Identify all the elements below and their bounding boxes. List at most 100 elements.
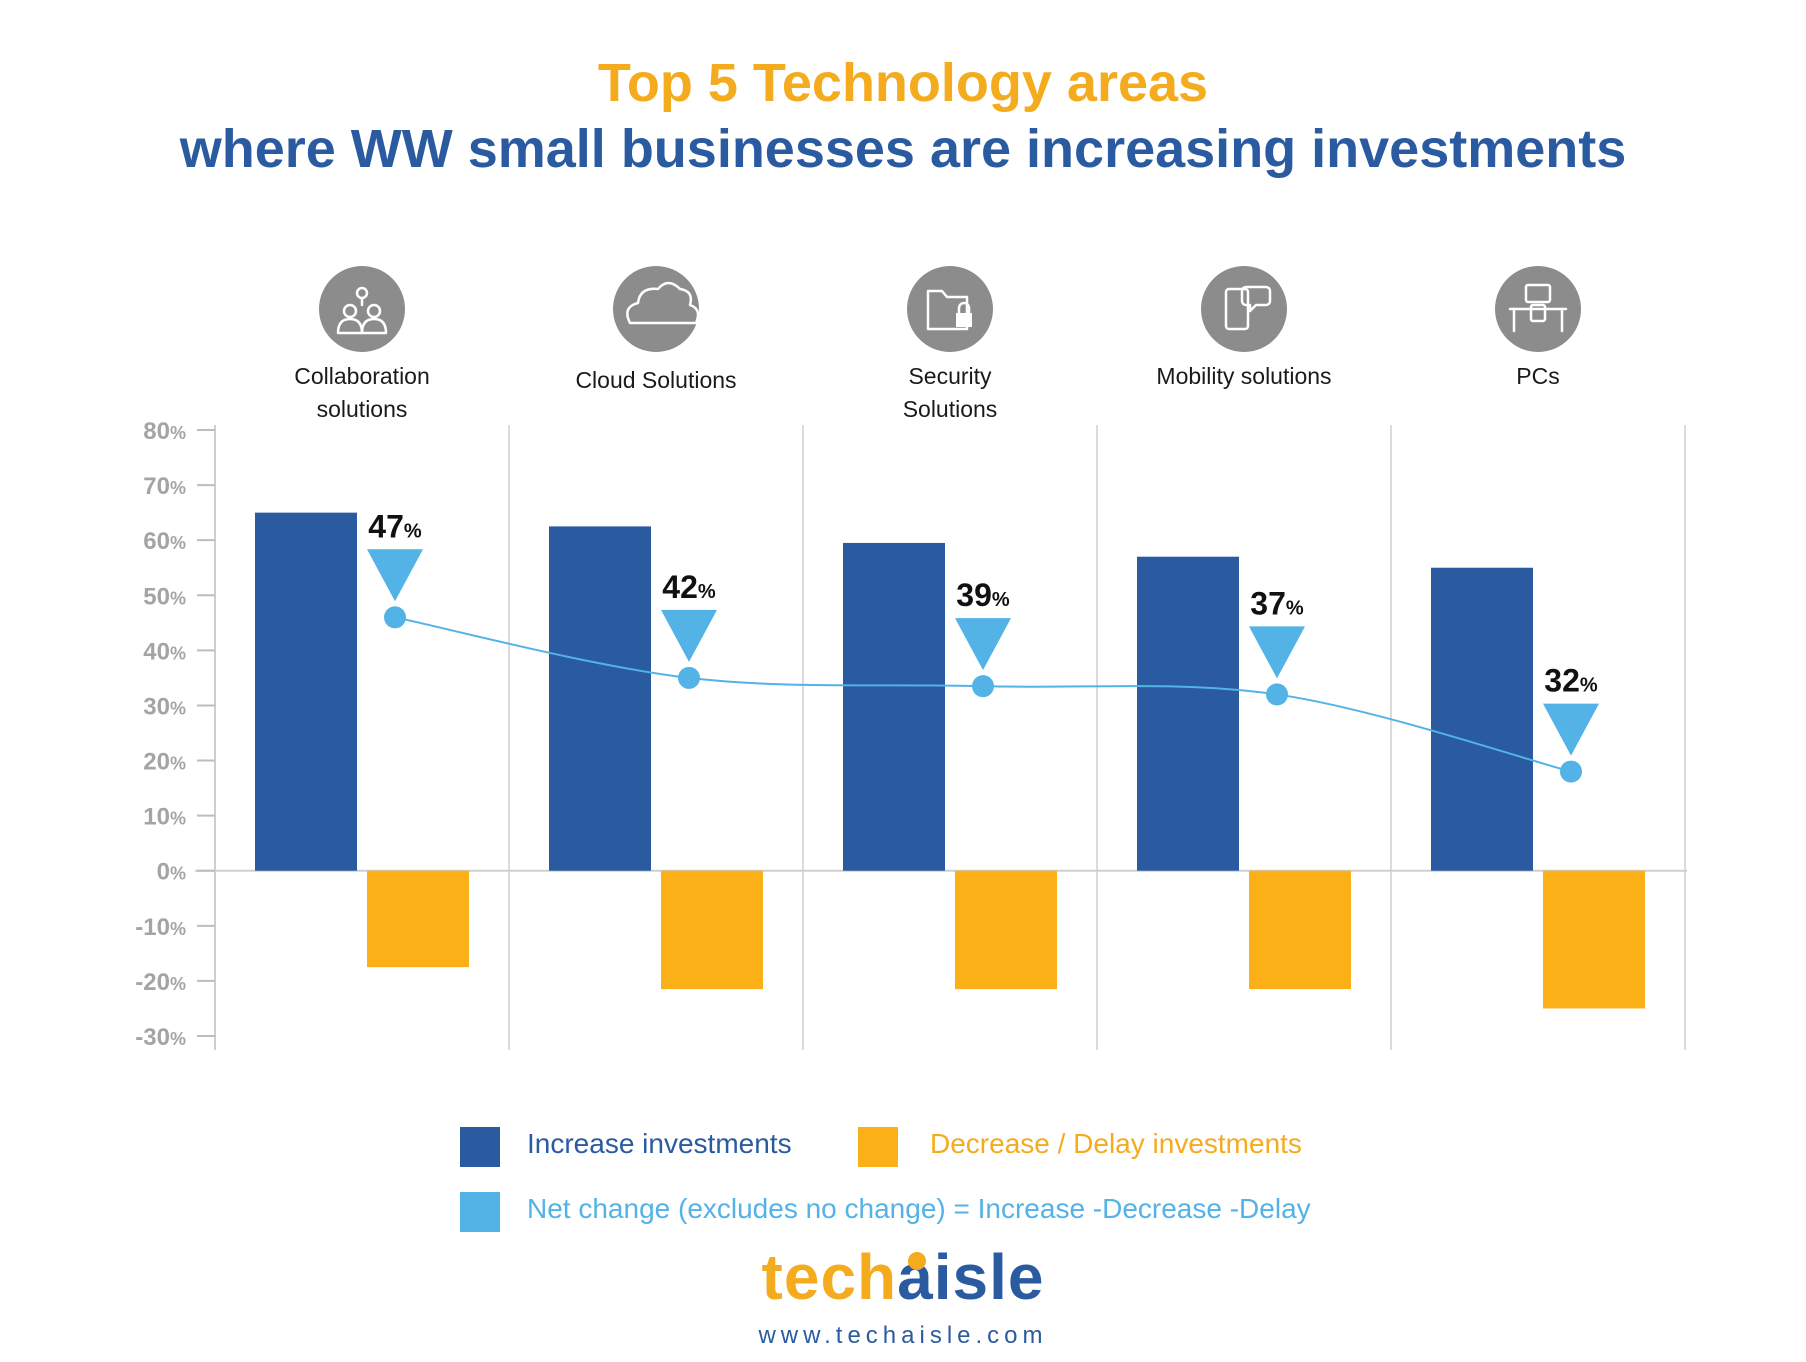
y-tick-label: 30%	[143, 693, 186, 720]
net-change-unit: %	[698, 581, 716, 603]
bar-decrease	[1543, 870, 1645, 1009]
legend-swatch-net	[460, 1192, 500, 1232]
icon-chair	[1529, 303, 1547, 323]
mobile-chat-icon	[1201, 266, 1287, 352]
y-tick-unit: %	[170, 974, 186, 994]
net-change-point	[1560, 760, 1582, 783]
y-tick-label: 0%	[157, 859, 186, 886]
legend-label-net: Net change (excludes no change) = Increa…	[527, 1193, 1311, 1224]
y-tick-number: 20	[143, 749, 170, 776]
icon-phone	[1224, 287, 1250, 331]
net-change-unit: %	[1286, 597, 1304, 619]
y-tick-label: 50%	[143, 583, 186, 610]
net-change-triangle	[367, 549, 423, 602]
legend-label-decrease: Decrease / Delay investments	[930, 1128, 1302, 1159]
bar-decrease	[367, 870, 469, 968]
y-tick-label: 60%	[143, 528, 186, 555]
icon-chat-bubble	[1240, 285, 1272, 313]
legend-swatch-increase	[460, 1127, 500, 1167]
y-tick-label: 20%	[143, 749, 186, 776]
net-change-triangle	[1543, 703, 1599, 756]
y-tick-label: -30%	[135, 1024, 186, 1051]
net-change-number: 42	[662, 569, 698, 605]
net-change-triangle	[955, 618, 1011, 671]
secure-folder-icon	[907, 266, 993, 352]
category-label: Mobility solutions	[1156, 363, 1331, 389]
logo-url: www.techaisle.com	[758, 1322, 1048, 1349]
bar-increase	[843, 542, 945, 871]
bar-decrease	[955, 870, 1057, 990]
chart-title-line1: Top 5 Technology areas	[597, 53, 1209, 113]
category-label-line2: Solutions	[903, 396, 998, 422]
bar-increase	[549, 526, 651, 871]
y-tick-label: 80%	[143, 418, 186, 445]
net-change-unit: %	[404, 520, 422, 542]
icon-monitor	[1524, 283, 1552, 304]
collaboration-icon	[319, 266, 405, 352]
icon-person-body	[360, 317, 388, 335]
net-change-point	[678, 666, 700, 689]
net-change-point	[384, 606, 406, 629]
y-tick-unit: %	[170, 1029, 186, 1049]
y-tick-number: 40	[143, 638, 170, 665]
y-tick-label: -20%	[135, 969, 186, 996]
category-label-line1: Collaboration	[294, 363, 430, 389]
y-tick-number: 80	[143, 418, 170, 445]
net-change-unit: %	[1580, 675, 1598, 697]
net-change-label: 39%	[956, 577, 1010, 613]
logo-part-tech: tech	[761, 1241, 898, 1313]
net-change-label: 42%	[662, 569, 716, 605]
category-label: PCs	[1516, 363, 1559, 389]
y-tick-unit: %	[170, 754, 186, 774]
y-tick-unit: %	[170, 643, 186, 663]
category-label-line2: solutions	[317, 396, 408, 422]
icon-circle	[1201, 266, 1287, 352]
y-tick-unit: %	[170, 864, 186, 884]
logo-dot	[908, 1252, 926, 1270]
y-tick-unit: %	[170, 533, 186, 553]
y-tick-unit: %	[170, 423, 186, 443]
y-tick-unit: %	[170, 698, 186, 718]
net-change-point	[972, 675, 994, 698]
icon-lock-body	[956, 313, 972, 327]
y-tick-unit: %	[170, 478, 186, 498]
cloud-icon	[613, 266, 700, 352]
bar-decrease	[661, 870, 763, 990]
y-tick-unit: %	[170, 588, 186, 608]
net-change-label: 47%	[368, 508, 422, 544]
y-tick-number: 70	[143, 473, 170, 500]
y-tick-number: 0	[157, 859, 170, 886]
y-tick-number: 30	[143, 693, 170, 720]
bar-increase	[1137, 556, 1239, 871]
y-tick-number: 10	[143, 804, 170, 831]
y-tick-number: 60	[143, 528, 170, 555]
legend-label-increase: Increase investments	[527, 1128, 792, 1159]
y-tick-label: -10%	[135, 914, 186, 941]
icon-circle	[613, 266, 699, 352]
desktop-pc-icon	[1495, 266, 1581, 352]
y-tick-label: 10%	[143, 804, 186, 831]
icon-circle	[907, 266, 993, 352]
category-label: Cloud Solutions	[575, 367, 736, 393]
icon-lock-shackle	[957, 301, 971, 315]
y-tick-unit: %	[170, 809, 186, 829]
net-change-label: 32%	[1544, 663, 1598, 699]
chart-title-line2: where WW small businesses are increasing…	[179, 119, 1627, 179]
icon-person-head	[366, 303, 382, 319]
net-change-number: 37	[1250, 585, 1286, 621]
y-tick-unit: %	[170, 919, 186, 939]
bar-decrease	[1249, 870, 1351, 990]
y-tick-label: 40%	[143, 638, 186, 665]
bar-increase	[1431, 567, 1533, 871]
y-tick-number: 50	[143, 583, 170, 610]
net-change-unit: %	[992, 589, 1010, 611]
net-change-number: 47	[368, 508, 404, 544]
icon-circle	[319, 266, 405, 352]
techaisle-logo: techaisle	[0, 1240, 1806, 1314]
net-change-number: 39	[956, 577, 992, 613]
net-change-triangle	[1249, 626, 1305, 679]
icon-cloud-shape	[626, 281, 700, 325]
net-change-number: 32	[1544, 663, 1580, 699]
bar-increase	[255, 512, 357, 871]
